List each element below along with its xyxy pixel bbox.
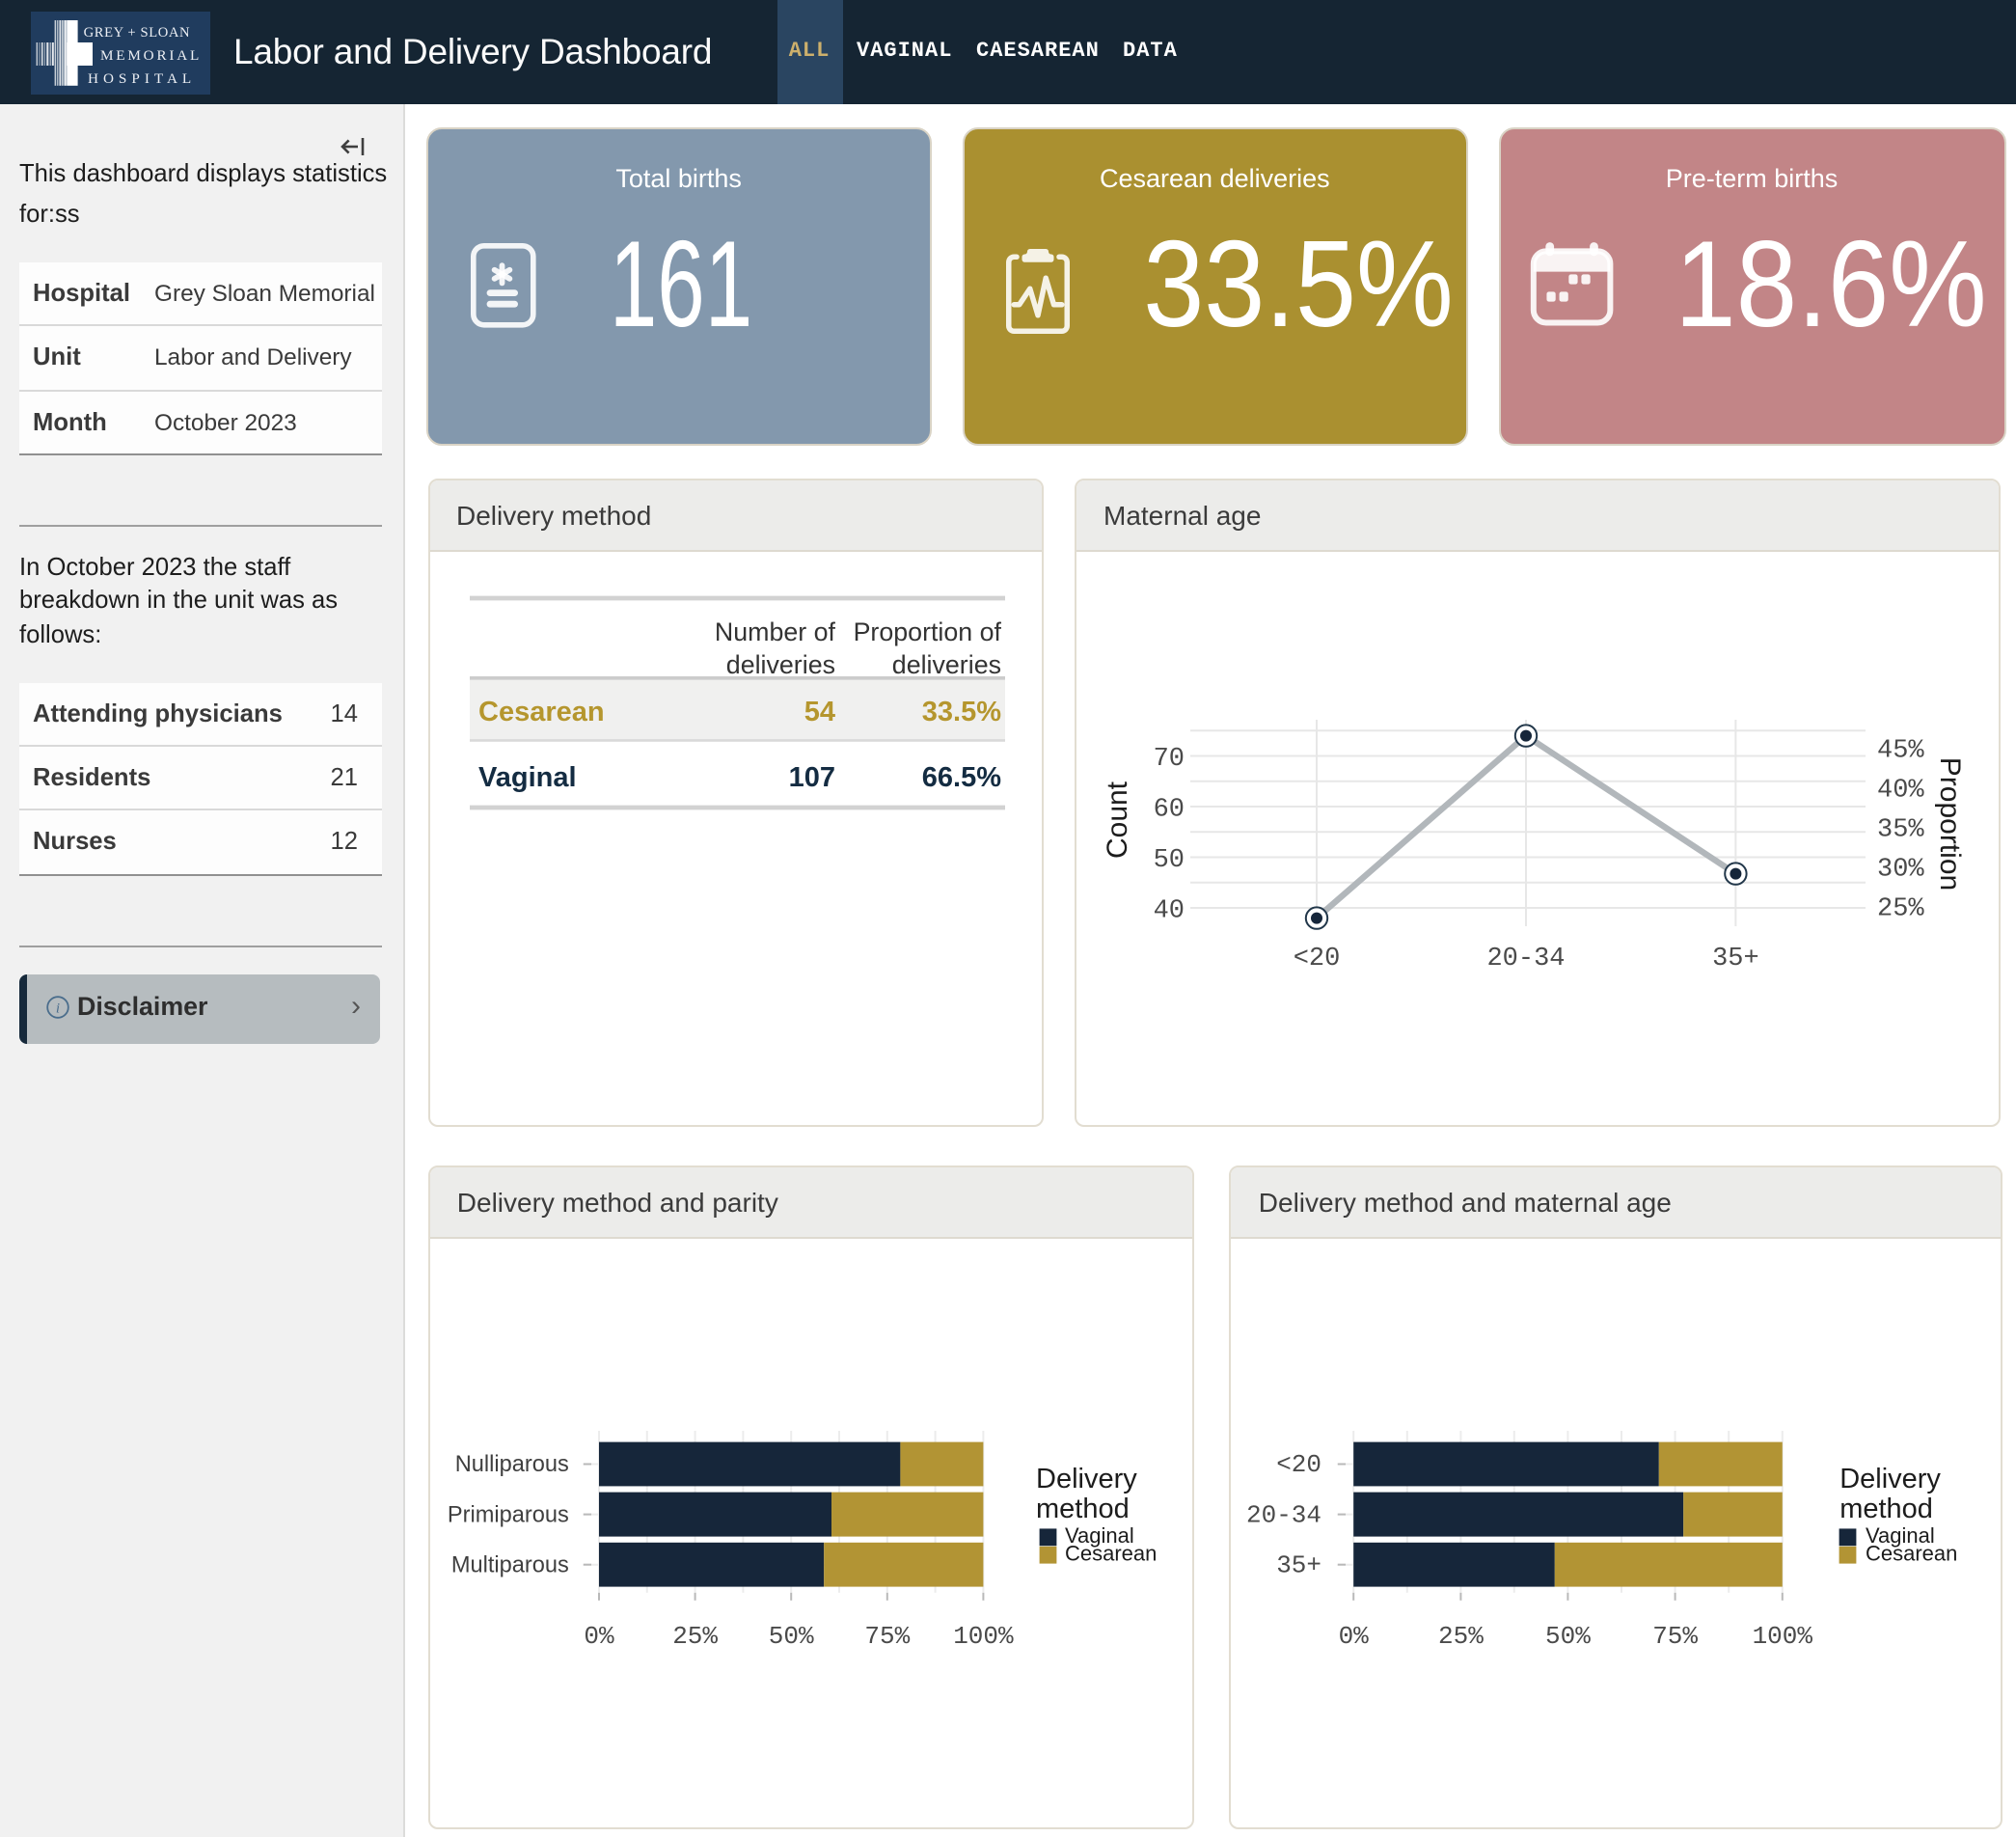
svg-text:50: 50 [1154, 846, 1185, 875]
svg-text:35+: 35+ [1277, 1551, 1322, 1580]
svg-text:30%: 30% [1877, 856, 1924, 885]
svg-text:Vaginal: Vaginal [1065, 1523, 1134, 1548]
svg-text:0%: 0% [584, 1622, 614, 1651]
svg-text:Cesarean: Cesarean [1065, 1542, 1157, 1566]
svg-text:54: 54 [804, 697, 834, 727]
svg-text:Proportion: Proportion [1934, 757, 1966, 891]
svg-text:Vaginal: Vaginal [1866, 1523, 1936, 1548]
svg-text:0%: 0% [1339, 1622, 1370, 1651]
svg-text:Delivery: Delivery [1840, 1464, 1942, 1494]
svg-text:25%: 25% [1877, 895, 1924, 924]
svg-text:Multiparous: Multiparous [451, 1553, 569, 1578]
svg-text:45%: 45% [1877, 737, 1924, 766]
svg-text:<20: <20 [1277, 1450, 1322, 1479]
svg-text:100%: 100% [1753, 1622, 1813, 1651]
svg-text:20-34: 20-34 [1486, 945, 1565, 973]
svg-text:75%: 75% [864, 1622, 910, 1651]
svg-text:35%: 35% [1877, 816, 1924, 845]
svg-text:method: method [1036, 1494, 1130, 1524]
svg-text:method: method [1840, 1494, 1934, 1524]
svg-text:deliveries: deliveries [891, 650, 1000, 679]
svg-text:deliveries: deliveries [725, 650, 834, 679]
svg-text:Number of: Number of [714, 617, 835, 646]
svg-text:66.5%: 66.5% [921, 762, 1000, 793]
svg-text:GREY + SLOAN: GREY + SLOAN [83, 25, 190, 41]
svg-text:50%: 50% [769, 1622, 814, 1651]
svg-text:60: 60 [1154, 796, 1185, 825]
svg-text:75%: 75% [1653, 1622, 1699, 1651]
svg-text:50%: 50% [1546, 1622, 1592, 1651]
svg-text:70: 70 [1154, 745, 1185, 774]
svg-text:25%: 25% [672, 1622, 718, 1651]
svg-text:Count: Count [1102, 781, 1133, 860]
svg-text:107: 107 [788, 762, 834, 793]
svg-text:Primiparous: Primiparous [448, 1502, 569, 1527]
svg-text:Delivery: Delivery [1036, 1464, 1137, 1494]
svg-text:MEMORIAL: MEMORIAL [99, 47, 201, 64]
svg-text:Cesarean: Cesarean [1866, 1542, 1958, 1566]
svg-text:Cesarean: Cesarean [477, 697, 604, 727]
svg-text:Nulliparous: Nulliparous [455, 1452, 569, 1477]
svg-text:Proportion of: Proportion of [853, 617, 1001, 646]
svg-text:Vaginal: Vaginal [477, 762, 576, 793]
svg-text:100%: 100% [953, 1622, 1014, 1651]
svg-text:HOSPITAL: HOSPITAL [87, 70, 195, 87]
svg-text:25%: 25% [1439, 1622, 1485, 1651]
svg-text:40: 40 [1154, 897, 1185, 926]
svg-text:<20: <20 [1294, 945, 1341, 973]
svg-text:35+: 35+ [1712, 945, 1759, 973]
svg-text:i: i [56, 1001, 60, 1016]
svg-text:40%: 40% [1877, 777, 1924, 806]
svg-text:33.5%: 33.5% [921, 697, 1000, 727]
svg-text:20-34: 20-34 [1247, 1500, 1322, 1529]
